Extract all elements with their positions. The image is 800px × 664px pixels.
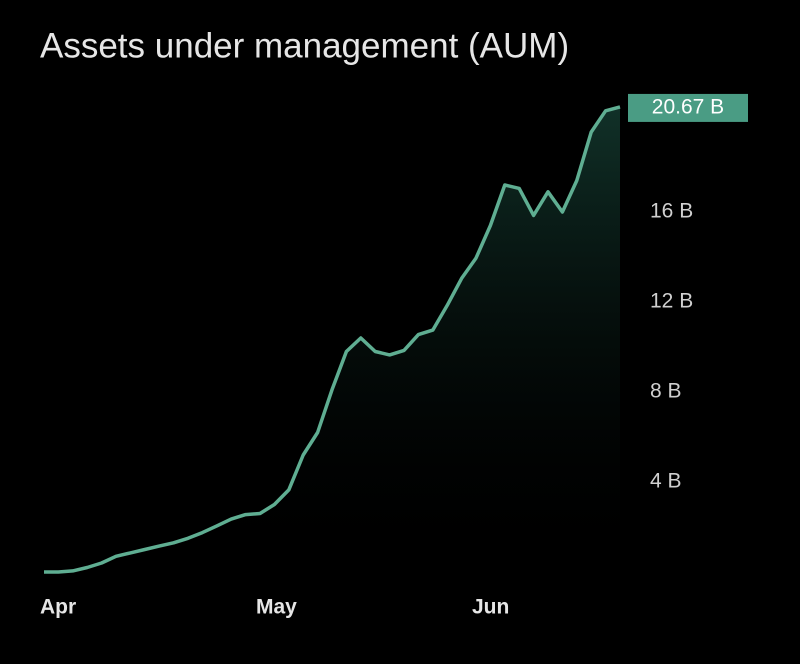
y-tick-label: 4 B bbox=[650, 470, 682, 493]
x-tick-label: Jun bbox=[472, 596, 509, 619]
area-fill bbox=[44, 106, 620, 573]
y-tick-label: 8 B bbox=[650, 380, 682, 403]
value-tag bbox=[628, 93, 748, 122]
line bbox=[44, 105, 621, 574]
y-tick-label: 12 B bbox=[650, 290, 693, 313]
x-tick-label: May bbox=[256, 596, 297, 619]
chart-title: Assets under management (AUM) bbox=[40, 26, 569, 65]
x-tick-label: Apr bbox=[40, 596, 76, 619]
y-tick-label: 16 B bbox=[650, 200, 693, 223]
value-tag-label: 20.67 B bbox=[652, 95, 724, 118]
